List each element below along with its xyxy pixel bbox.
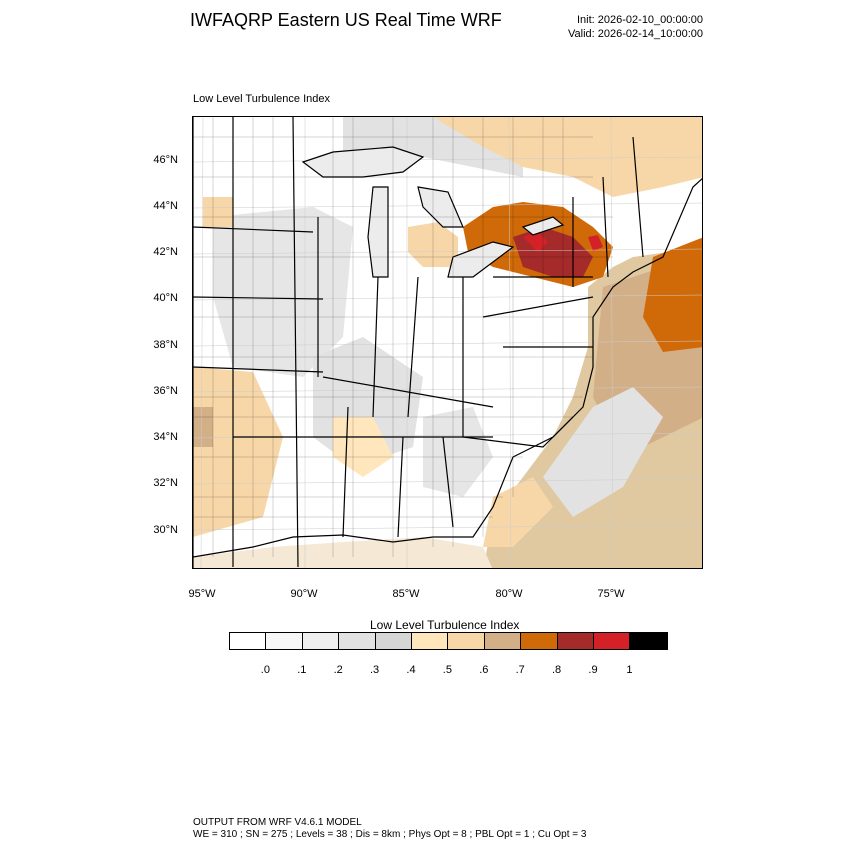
colorbar-label: 1	[626, 664, 633, 676]
colorbar-label: .1	[297, 664, 307, 676]
lat-label: 38°N	[153, 339, 178, 351]
lon-label: 95°W	[188, 588, 216, 600]
colorbar-swatch	[339, 633, 376, 649]
footer-line-2: WE = 310 ; SN = 275 ; Levels = 38 ; Dis …	[193, 829, 587, 840]
colorbar-label: .6	[479, 664, 489, 676]
graticule	[193, 117, 702, 568]
lat-label: 42°N	[153, 246, 178, 258]
init-valid-times: Init: 2026-02-10_00:00:00 Valid: 2026-02…	[568, 13, 703, 41]
lon-label: 75°W	[597, 588, 625, 600]
lat-label: 32°N	[153, 477, 178, 489]
colorbar-swatch	[593, 633, 631, 649]
colorbar-label: .0	[260, 664, 270, 676]
county-texture	[193, 117, 613, 557]
colorbar	[229, 632, 668, 650]
colorbar-swatch	[630, 633, 667, 649]
colorbar-swatch	[411, 633, 449, 649]
lat-label: 36°N	[153, 385, 178, 397]
colorbar-label: .7	[515, 664, 525, 676]
colorbar-swatch	[302, 633, 340, 649]
colorbar-swatch	[557, 633, 594, 649]
colorbar-swatch	[484, 633, 522, 649]
init-time: Init: 2026-02-10_00:00:00	[577, 14, 703, 26]
colorbar-label: .5	[442, 664, 452, 676]
map-panel	[192, 116, 703, 569]
lat-label: 30°N	[153, 524, 178, 536]
colorbar-swatch	[266, 633, 303, 649]
lat-label: 44°N	[153, 200, 178, 212]
colorbar-swatch	[448, 633, 485, 649]
colorbar-swatch	[230, 633, 267, 649]
colorbar-label: .8	[552, 664, 562, 676]
lat-label: 34°N	[153, 431, 178, 443]
colorbar-label: .3	[370, 664, 380, 676]
lat-label: 40°N	[153, 292, 178, 304]
model-footer: OUTPUT FROM WRF V4.6.1 MODEL WE = 310 ; …	[193, 817, 586, 841]
colorbar-title: Low Level Turbulence Index	[370, 618, 520, 632]
footer-line-1: OUTPUT FROM WRF V4.6.1 MODEL	[193, 817, 362, 828]
colorbar-swatch	[375, 633, 412, 649]
lon-label: 80°W	[495, 588, 523, 600]
field-shading	[193, 117, 702, 568]
colorbar-label: .2	[333, 664, 343, 676]
lon-label: 85°W	[392, 588, 420, 600]
lon-label: 90°W	[290, 588, 318, 600]
colorbar-label: .4	[406, 664, 416, 676]
map-canvas	[193, 117, 702, 568]
valid-time: Valid: 2026-02-14_10:00:00	[568, 28, 703, 40]
colorbar-swatch	[521, 633, 558, 649]
chart-title: IWFAQRP Eastern US Real Time WRF	[190, 10, 502, 30]
lat-label: 46°N	[153, 154, 178, 166]
map-subtitle: Low Level Turbulence Index	[193, 93, 330, 105]
colorbar-label: .9	[588, 664, 598, 676]
